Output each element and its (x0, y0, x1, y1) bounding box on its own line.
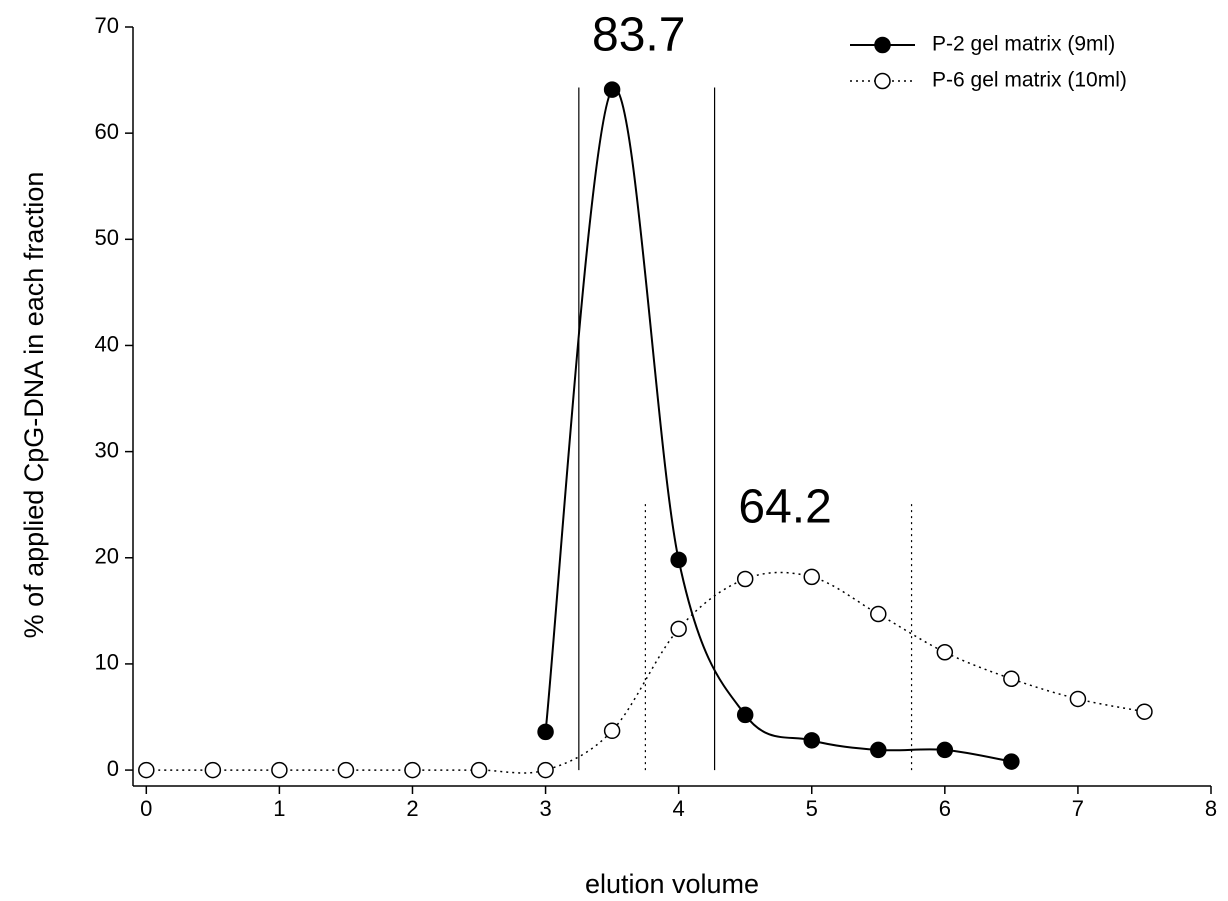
data-point (271, 761, 288, 779)
data-point (1069, 690, 1087, 708)
data-point (1003, 670, 1020, 688)
annotation: 64.2 (738, 481, 831, 534)
x-tick-label: 0 (140, 796, 152, 821)
data-point (603, 81, 621, 98)
y-tick-label: 20 (95, 544, 119, 569)
legend-marker (874, 72, 891, 90)
x-axis-label: elution volume (585, 869, 759, 899)
data-point (1003, 753, 1020, 770)
data-point (470, 761, 488, 779)
data-point (537, 723, 554, 741)
y-tick-label: 30 (95, 437, 119, 462)
data-point (537, 761, 554, 779)
data-point (603, 722, 621, 740)
x-tick-label: 3 (539, 796, 551, 821)
data-point (936, 643, 954, 661)
data-point (1136, 703, 1153, 720)
data-point (670, 551, 687, 569)
x-tick-label: 5 (806, 796, 818, 821)
series-line (544, 87, 1012, 763)
data-point (736, 706, 754, 724)
data-point (337, 761, 355, 779)
data-point (803, 732, 820, 749)
y-tick-label: 0 (107, 756, 119, 781)
data-point (204, 761, 222, 779)
x-tick-label: 2 (406, 796, 418, 821)
y-tick-label: 10 (95, 650, 119, 675)
legend-label: P-6 gel matrix (10ml) (932, 69, 1127, 92)
y-tick-label: 70 (95, 13, 119, 38)
legend-marker (874, 36, 891, 54)
x-tick-label: 7 (1072, 796, 1084, 821)
x-tick-label: 1 (273, 796, 285, 821)
data-point (736, 570, 754, 588)
x-tick-label: 4 (673, 796, 685, 821)
x-tick-label: 6 (939, 796, 951, 821)
data-point (870, 741, 887, 759)
legend-label: P-2 gel matrix (9ml) (932, 33, 1115, 56)
data-point (138, 761, 155, 779)
data-point (870, 605, 887, 623)
annotation: 83.7 (592, 8, 685, 61)
data-point (936, 741, 954, 759)
y-axis-label: % of applied CpG-DNA in each fraction (19, 172, 49, 639)
y-tick-label: 50 (95, 225, 119, 250)
y-tick-label: 40 (95, 331, 119, 356)
data-point (404, 761, 421, 779)
data-point (803, 568, 820, 586)
y-tick-label: 60 (95, 119, 119, 144)
x-tick-label: 8 (1205, 796, 1217, 821)
data-point (670, 620, 687, 638)
